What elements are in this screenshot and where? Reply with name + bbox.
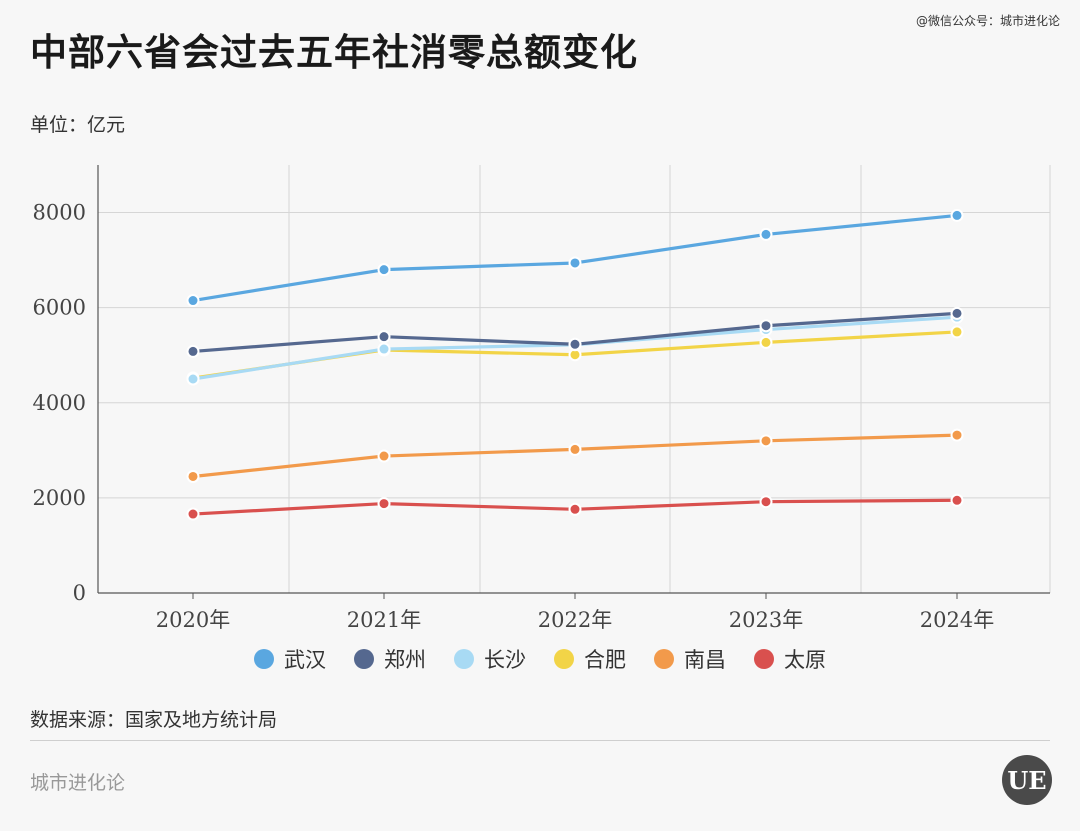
data-point-长沙 xyxy=(186,372,200,386)
legend-marker-icon xyxy=(654,649,674,669)
data-point-太原 xyxy=(759,495,773,509)
data-point-太原 xyxy=(950,493,964,507)
legend-item: 武汉 xyxy=(254,644,326,674)
legend-item: 长沙 xyxy=(454,644,526,674)
data-point-武汉 xyxy=(950,208,964,222)
legend-label: 南昌 xyxy=(684,648,726,672)
legend: 武汉 郑州 长沙 合肥 南昌 太原 xyxy=(0,644,1080,674)
x-tick-label: 2022年 xyxy=(538,608,612,632)
legend-item: 合肥 xyxy=(554,644,626,674)
legend-marker-icon xyxy=(754,649,774,669)
data-point-郑州 xyxy=(568,337,582,351)
legend-label: 长沙 xyxy=(484,648,526,672)
legend-item: 郑州 xyxy=(354,644,426,674)
data-point-长沙 xyxy=(377,342,391,356)
legend-item: 太原 xyxy=(754,644,826,674)
legend-label: 合肥 xyxy=(584,648,626,672)
brand-logo-icon: UE xyxy=(1002,755,1052,805)
line-chart: 0 2000 4000 6000 8000 2020年 2021年 2022年 2023年 202… xyxy=(33,165,1051,632)
data-source: 数据来源：国家及地方统计局 xyxy=(30,709,278,731)
legend-marker-icon xyxy=(354,649,374,669)
legend-label: 太原 xyxy=(784,648,826,672)
data-point-郑州 xyxy=(186,344,200,358)
data-point-南昌 xyxy=(759,434,773,448)
data-point-武汉 xyxy=(377,263,391,277)
data-point-合肥 xyxy=(950,325,964,339)
divider xyxy=(30,740,1050,741)
data-point-武汉 xyxy=(759,227,773,241)
data-point-南昌 xyxy=(568,442,582,456)
x-tick-label: 2020年 xyxy=(156,608,230,632)
data-point-南昌 xyxy=(186,469,200,483)
brand-name: 城市进化论 xyxy=(30,772,126,794)
data-point-武汉 xyxy=(568,256,582,270)
legend-item: 南昌 xyxy=(654,644,726,674)
data-point-南昌 xyxy=(950,428,964,442)
data-point-武汉 xyxy=(186,294,200,308)
legend-marker-icon xyxy=(554,649,574,669)
y-tick-label: 0 xyxy=(73,581,86,605)
legend-marker-icon xyxy=(254,649,274,669)
wechat-account-label: @微信公众号：城市进化论 xyxy=(915,14,1060,28)
legend-label: 武汉 xyxy=(284,648,326,672)
data-point-太原 xyxy=(568,502,582,516)
y-tick-label: 4000 xyxy=(33,391,86,415)
data-point-南昌 xyxy=(377,449,391,463)
y-tick-label: 6000 xyxy=(33,296,86,320)
y-tick-label: 2000 xyxy=(33,486,86,510)
data-point-郑州 xyxy=(759,319,773,333)
legend-marker-icon xyxy=(454,649,474,669)
data-point-郑州 xyxy=(377,330,391,344)
data-point-合肥 xyxy=(759,335,773,349)
legend-label: 郑州 xyxy=(384,648,426,672)
x-tick-label: 2024年 xyxy=(920,608,994,632)
data-point-太原 xyxy=(377,497,391,511)
unit-label: 单位：亿元 xyxy=(30,114,126,136)
x-tick-label: 2023年 xyxy=(729,608,803,632)
data-point-郑州 xyxy=(950,306,964,320)
y-tick-label: 8000 xyxy=(33,201,86,225)
data-point-太原 xyxy=(186,507,200,521)
chart-title: 中部六省会过去五年社消零总额变化 xyxy=(30,30,638,74)
x-tick-label: 2021年 xyxy=(347,608,421,632)
